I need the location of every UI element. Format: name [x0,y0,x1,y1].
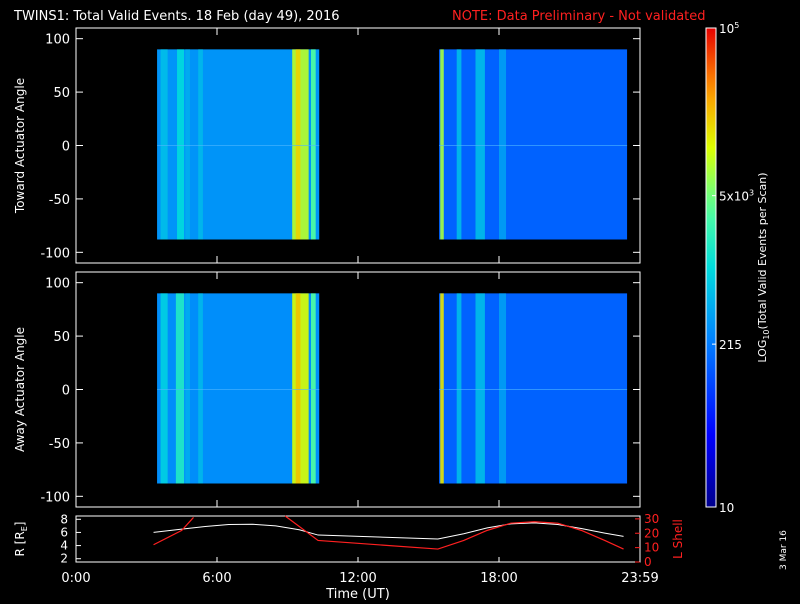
data-stripe [160,49,168,240]
y-tick-label: 50 [53,330,70,345]
l-shell-label: L Shell [671,519,685,559]
y-tick-label: -100 [40,490,70,505]
y-tick-label: 100 [45,33,70,48]
data-stripe [475,49,485,240]
data-stripe [185,49,190,240]
radius-trace [153,522,624,540]
time-tick-label: 0:00 [61,571,90,586]
y-tick-label: -100 [40,246,70,261]
colorbar-gradient [705,27,717,508]
colorbar: 105 5x103 215 10 LOG10(Total Valid Events pe… [705,21,771,515]
colorbar-label: LOG10(Total Valid Events per Scan) [756,172,771,362]
data-stripe [185,293,190,484]
y-tick-label: -50 [49,437,70,452]
data-stripe [475,293,485,484]
r-axis-label: R [RE] [13,522,29,557]
data-segment [439,293,628,484]
l-shell-trace [284,515,624,550]
l-tick-label: 0 [644,555,652,569]
r-tick-label: 8 [60,512,68,526]
l-shell-trace [153,517,194,546]
colorbar-tick-label: 105 [719,21,739,36]
y-tick-label: 100 [45,277,70,292]
x-axis-label: Time (UT) [325,587,390,600]
data-stripe [295,49,301,240]
colorbar-tick-label: 10 [719,501,734,515]
plot-title: TWINS1: Total Valid Events. 18 Feb (day … [13,9,340,24]
y-tick-label: 0 [62,384,70,399]
time-tick-label: 6:00 [202,571,231,586]
data-stripe [177,49,185,240]
data-stripe [440,49,444,240]
y-axis-label: Away Actuator Angle [13,327,27,452]
r-tick-label: 6 [60,525,68,539]
time-tick-label: 12:00 [339,571,376,586]
away-panel: 100 50 0 -50 -100 Away Actuator Angle [13,271,641,508]
toward-panel: 100 50 0 -50 -100 Toward Actuator Angle [13,27,641,264]
data-stripe [295,293,301,484]
colorbar-tick-label: 5x103 [719,189,754,204]
time-tick-label: 23:59 [621,571,658,586]
y-tick-label: -50 [49,193,70,208]
data-stripe [198,49,203,240]
data-stripe [311,49,316,240]
y-tick-label: 50 [53,86,70,101]
data-stripe [198,293,203,484]
data-stripe [499,293,507,484]
data-stripe [175,293,185,484]
data-stripe [456,49,462,240]
data-stripe [456,293,462,484]
data-segment [439,49,628,240]
y-axis-label: Toward Actuator Angle [13,78,27,214]
y-tick-label: 0 [62,140,70,155]
data-stripe [440,293,444,484]
preliminary-note: NOTE: Data Preliminary - Not validated [452,9,706,24]
colorbar-tick-label: 215 [719,338,742,352]
l-tick-label: 10 [644,541,659,555]
data-stripe [499,49,507,240]
date-stamp: 3 Mar 16 [779,530,789,570]
r-tick-label: 4 [60,539,68,553]
l-tick-label: 30 [644,512,659,526]
data-stripe [311,293,316,484]
l-tick-label: 20 [644,526,659,540]
time-tick-label: 18:00 [480,571,517,586]
r-tick-label: 2 [60,552,68,566]
data-stripe [160,293,168,484]
